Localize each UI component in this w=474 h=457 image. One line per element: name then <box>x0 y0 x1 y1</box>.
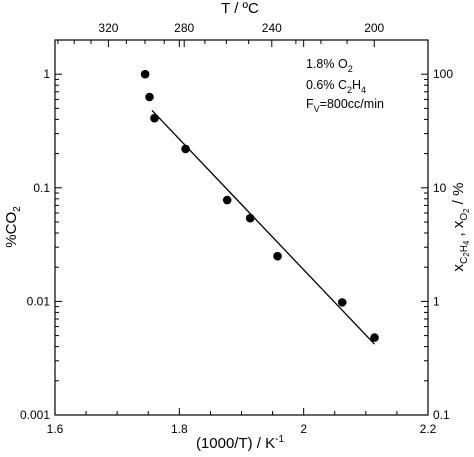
annotation-o2-text: 1.8% O <box>306 57 348 71</box>
annotation-c2h4-sub-a: 2 <box>347 85 352 95</box>
annotation-flow-sub: V <box>314 104 320 114</box>
y2-title-o: O <box>459 213 470 221</box>
data-point <box>245 213 255 223</box>
y2-title-c-count: 2 <box>462 252 471 257</box>
annotation-c2h4-sub-b: 4 <box>361 85 366 95</box>
y2-title-c: C <box>459 257 470 264</box>
x-tick-label: 2.2 <box>420 422 437 436</box>
data-point <box>181 144 190 154</box>
top-tick-label: 240 <box>262 21 282 35</box>
annotation-o2: 1.8% O2 <box>306 57 353 74</box>
top-axis-title: T / ºC <box>221 0 259 17</box>
y2-title-h: H <box>459 245 470 252</box>
x-tick-label: 1.6 <box>47 422 64 436</box>
marks-layer <box>140 69 379 345</box>
x-axis-title: (1000/T) / K-1 <box>196 434 285 452</box>
annotation-o2-sub: 2 <box>348 64 353 74</box>
y2-tick-label: 0.1 <box>433 408 450 422</box>
data-point <box>222 195 232 205</box>
y2-title-h-count: 4 <box>462 240 471 245</box>
data-point <box>337 298 347 307</box>
x-axis-title-text: (1000/T) / K <box>196 435 275 452</box>
y-tick-label: 0.1 <box>33 181 50 195</box>
y2-axis-title: xC2H4 , xO2 / % <box>450 183 471 272</box>
y2-tick-label: 100 <box>433 67 453 81</box>
data-point <box>273 251 282 261</box>
data-point <box>140 69 150 79</box>
annotation-c2h4-text-b: H <box>352 78 361 92</box>
data-point <box>370 333 379 342</box>
y-tick-label: 1 <box>43 67 50 81</box>
y2-title-x-o: , x <box>450 220 467 241</box>
top-tick-label: 200 <box>364 21 384 35</box>
y2-tick-label: 10 <box>433 181 447 195</box>
y2-title-x: x <box>450 263 467 271</box>
y-tick-label: 0.01 <box>27 294 51 308</box>
annotation-c2h4: 0.6% C2H4 <box>306 78 366 95</box>
y2-title-unit: / % <box>450 183 467 209</box>
top-tick-label: 280 <box>174 21 194 35</box>
x-axis-title-exponent: -1 <box>275 434 284 445</box>
x-tick-label: 2 <box>300 422 307 436</box>
data-point <box>150 113 159 123</box>
y2-title-o-count: 2 <box>462 208 471 213</box>
y2-tick-label: 1 <box>433 294 440 308</box>
y-axis-title: %CO2 <box>3 206 23 248</box>
annotation-flow: FV=800cc/min <box>306 97 384 114</box>
annotation-flow-text-b: =800cc/min <box>320 97 384 111</box>
y-axis-title-text: %CO <box>3 212 20 248</box>
annotation-flow-text-a: F <box>306 97 314 111</box>
axes-layer: 1.6 1.8 2 2.2 320 280 240 200 0.001 0.01 0.1 1 0.1 1 1… <box>20 21 453 436</box>
top-tick-label: 320 <box>98 21 118 35</box>
x-tick-label: 1.8 <box>171 422 188 436</box>
y-axis-title-subscript: 2 <box>12 206 23 212</box>
data-point <box>145 92 154 102</box>
y-tick-label: 0.001 <box>20 408 50 422</box>
annotation-c2h4-text-a: 0.6% C <box>306 78 347 92</box>
